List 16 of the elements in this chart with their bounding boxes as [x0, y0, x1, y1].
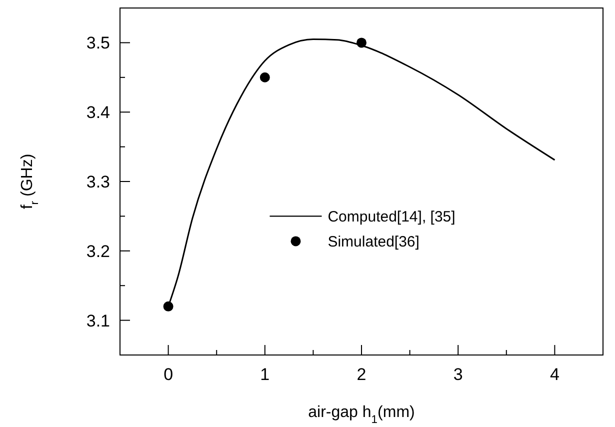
- x-tick-label: 2: [356, 365, 366, 384]
- y-tick-label: 3.4: [86, 103, 110, 122]
- legend-label: Computed[14], [35]: [328, 208, 456, 226]
- y-tick-label: 3.3: [86, 172, 110, 192]
- x-axis-title: air-gap h$_{1}$(mm): [308, 404, 415, 426]
- x-tick-label: 3: [453, 365, 463, 384]
- y-tick-label: 3.5: [86, 34, 110, 53]
- point: [356, 38, 366, 48]
- point: [260, 72, 270, 82]
- y-tick-label: 3.2: [86, 242, 110, 261]
- y-tick-label: 3.1: [86, 311, 110, 330]
- point: [163, 301, 174, 312]
- x-tick-label: 0: [164, 365, 174, 384]
- x-tick-label: 1: [260, 365, 270, 384]
- x-tick-label: 4: [550, 365, 560, 384]
- legend-label: Simulated[36]: [328, 233, 420, 250]
